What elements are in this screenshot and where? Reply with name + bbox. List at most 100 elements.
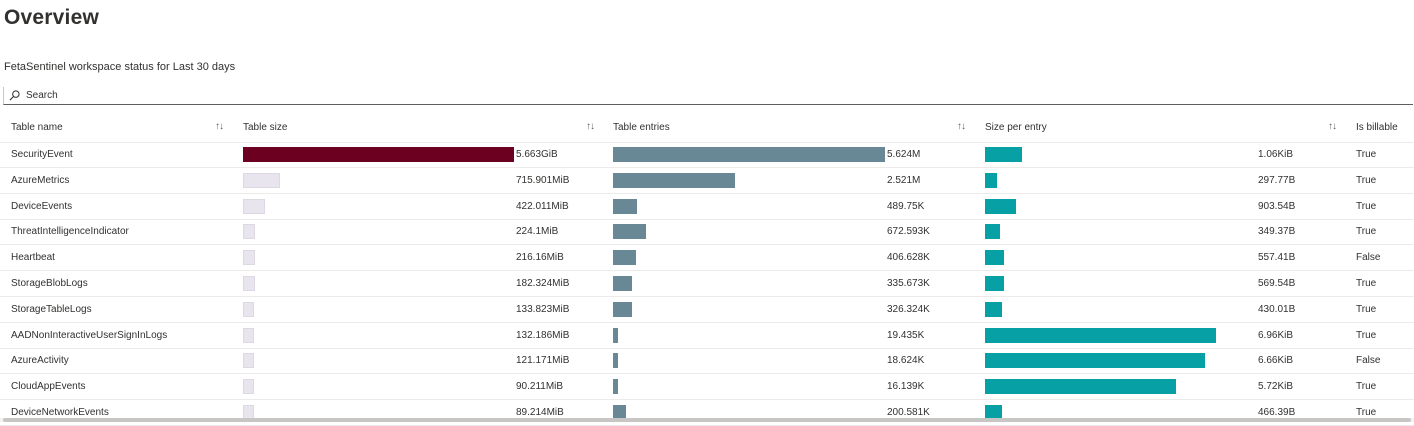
table-size-value: 89.214MiB — [516, 407, 564, 418]
table-size-value: 422.011MiB — [516, 200, 569, 212]
workspace-status-subtitle: FetaSentinel workspace status for Last 3… — [4, 61, 236, 73]
table-size-bar — [243, 301, 254, 317]
table-entries-bar — [613, 172, 735, 188]
table-size-value: 133.823MiB — [516, 303, 570, 315]
is-billable-cell: True — [1356, 226, 1377, 238]
search-box[interactable] — [3, 87, 1413, 105]
table-name-cell[interactable]: ThreatIntelligenceIndicator — [11, 226, 129, 238]
table-entries-value: 326.324K — [887, 303, 930, 315]
table-entries-value: 335.673K — [887, 278, 930, 289]
size-per-entry-value: 6.66KiB — [1258, 355, 1294, 367]
is-billable-cell: True — [1356, 278, 1377, 289]
size-per-entry-value: 5.72KiB — [1258, 381, 1294, 393]
table-entries-bar — [613, 147, 885, 162]
table-name-cell[interactable]: DeviceNetworkEvents — [11, 407, 109, 418]
sort-table-size-icon[interactable]: ↑↓ — [586, 121, 595, 132]
table-size-value: 224.1MiB — [516, 226, 559, 238]
table-entries-bar — [613, 353, 618, 369]
table-entries-bar — [613, 327, 618, 343]
size-per-entry-bar — [985, 276, 1004, 291]
table-entries-value: 19.435K — [887, 329, 925, 341]
table-entries-bar — [613, 198, 637, 214]
table-size-bar — [243, 172, 280, 188]
size-per-entry-value: 6.96KiB — [1258, 329, 1294, 341]
table-name-cell[interactable]: Heartbeat — [11, 252, 55, 264]
column-header-table-name[interactable]: Table name — [11, 122, 63, 133]
table-name-cell[interactable]: StorageTableLogs — [11, 303, 92, 315]
table-row[interactable]: CloudAppEvents 90.211MiB 16.139K 5.72KiB Tru… — [0, 374, 1414, 401]
table-entries-bar — [613, 379, 618, 395]
sort-table-name-icon[interactable]: ↑↓ — [215, 121, 224, 132]
table-size-bar — [243, 198, 265, 214]
table-entries-value: 2.521M — [887, 174, 921, 186]
table-size-bar — [243, 379, 254, 395]
table-row[interactable]: AzureActivity 121.171MiB 18.624K 6.66KiB Fal… — [0, 348, 1414, 375]
is-billable-cell: True — [1356, 200, 1377, 212]
table-name-cell[interactable]: AzureMetrics — [11, 174, 70, 186]
sort-table-entries-icon[interactable]: ↑↓ — [957, 121, 966, 132]
size-per-entry-value: 466.39B — [1258, 407, 1296, 418]
size-per-entry-bar — [985, 379, 1176, 395]
table-name-cell[interactable]: AzureActivity — [11, 355, 69, 367]
table-size-bar — [243, 327, 254, 343]
size-per-entry-bar — [985, 327, 1216, 343]
column-header-size-per-entry[interactable]: Size per entry — [985, 122, 1047, 133]
sort-size-per-entry-icon[interactable]: ↑↓ — [1328, 121, 1337, 132]
table-name-cell[interactable]: DeviceEvents — [11, 200, 73, 212]
table-entries-bar — [613, 224, 646, 240]
table-entries-value: 489.75K — [887, 200, 925, 212]
size-per-entry-bar — [985, 172, 997, 188]
table-entries-value: 200.581K — [887, 407, 930, 418]
is-billable-cell: False — [1356, 252, 1381, 264]
table-size-value: 182.324MiB — [516, 278, 570, 289]
size-per-entry-bar — [985, 250, 1004, 266]
column-header-table-entries[interactable]: Table entries — [613, 122, 670, 133]
table-size-bar — [243, 276, 255, 291]
table-name-cell[interactable]: CloudAppEvents — [11, 381, 86, 393]
column-header-table-size[interactable]: Table size — [243, 122, 288, 133]
table-size-value: 5.663GiB — [516, 149, 558, 160]
table-size-value: 216.16MiB — [516, 252, 564, 264]
table-size-bar — [243, 353, 254, 369]
scrollbar-thumb[interactable] — [3, 418, 1411, 422]
is-billable-cell: True — [1356, 303, 1377, 315]
size-per-entry-value: 903.54B — [1258, 200, 1296, 212]
table-entries-value: 16.139K — [887, 381, 925, 393]
column-header-is-billable[interactable]: Is billable — [1356, 122, 1398, 133]
size-per-entry-bar — [985, 353, 1205, 369]
is-billable-cell: True — [1356, 381, 1377, 393]
table-size-value: 715.901MiB — [516, 174, 570, 186]
table-row[interactable]: StorageBlobLogs 182.324MiB 335.673K 569.54B… — [0, 271, 1414, 297]
size-per-entry-bar — [985, 405, 1002, 420]
table-row[interactable]: AADNonInteractiveUserSignInLogs 132.186Mi… — [0, 323, 1414, 349]
horizontal-scrollbar[interactable] — [0, 418, 1414, 422]
is-billable-cell: True — [1356, 149, 1377, 160]
size-per-entry-bar — [985, 301, 1002, 317]
table-row[interactable]: AzureMetrics 715.901MiB 2.521M 297.77B True — [0, 168, 1414, 194]
table-entries-value: 406.628K — [887, 252, 930, 264]
table-row[interactable]: DeviceNetworkEvents 89.214MiB 200.581K 466.… — [0, 400, 1414, 426]
table-entries-bar — [613, 250, 636, 266]
search-icon — [9, 90, 20, 101]
is-billable-cell: True — [1356, 407, 1377, 418]
size-per-entry-value: 569.54B — [1258, 278, 1296, 289]
table-row[interactable]: DeviceEvents 422.011MiB 489.75K 903.54B True — [0, 194, 1414, 220]
table-name-cell[interactable]: SecurityEvent — [11, 149, 73, 160]
size-per-entry-bar — [985, 224, 1000, 240]
table-row[interactable]: SecurityEvent 5.663GiB 5.624M 1.06KiB True — [0, 142, 1414, 168]
table-entries-value: 5.624M — [887, 149, 921, 160]
table-size-bar — [243, 147, 514, 162]
table-entries-value: 18.624K — [887, 355, 925, 367]
search-input[interactable] — [26, 90, 1326, 101]
table-name-cell[interactable]: StorageBlobLogs — [11, 278, 88, 289]
table-header: Table name ↑↓ Table size ↑↓ Table entrie… — [0, 116, 1414, 143]
size-per-entry-value: 557.41B — [1258, 252, 1296, 264]
table-size-value: 121.171MiB — [516, 355, 570, 367]
table-size-value: 132.186MiB — [516, 329, 570, 341]
size-per-entry-bar — [985, 147, 1022, 162]
table-row[interactable]: StorageTableLogs 133.823MiB 326.324K 430.01… — [0, 297, 1414, 323]
table-row[interactable]: ThreatIntelligenceIndicator 224.1MiB 672.5… — [0, 219, 1414, 246]
table-row[interactable]: Heartbeat 216.16MiB 406.628K 557.41B False — [0, 245, 1414, 272]
table-name-cell[interactable]: AADNonInteractiveUserSignInLogs — [11, 329, 168, 341]
table-entries-bar — [613, 301, 632, 317]
